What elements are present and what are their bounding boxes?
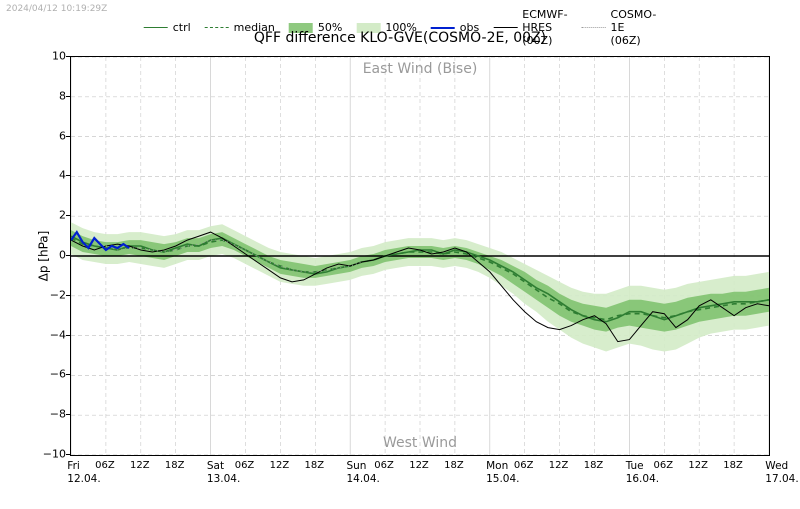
x-minor-label: 18Z — [723, 460, 743, 471]
render-timestamp: 2024/04/12 10:19:29Z — [6, 4, 107, 14]
x-minor-label: 18Z — [444, 460, 464, 471]
y-tick-label: −2 — [36, 288, 66, 301]
y-tick — [66, 295, 70, 296]
y-tick — [66, 454, 70, 455]
y-tick-label: −8 — [36, 408, 66, 421]
y-tick — [66, 414, 70, 415]
y-tick-label: 0 — [36, 249, 66, 262]
y-tick-label: −6 — [36, 368, 66, 381]
x-minor-label: 12Z — [549, 460, 569, 471]
y-tick — [66, 374, 70, 375]
x-major-label: Wed 17.04. — [765, 460, 798, 485]
y-tick — [66, 136, 70, 137]
x-minor-label: 18Z — [165, 460, 185, 471]
y-tick — [66, 255, 70, 256]
y-tick-label: 8 — [36, 89, 66, 102]
y-tick — [66, 215, 70, 216]
x-minor-label: 12Z — [270, 460, 290, 471]
y-tick-label: 2 — [36, 209, 66, 222]
y-tick — [66, 175, 70, 176]
y-tick — [66, 335, 70, 336]
legend-label: COSMO-1E (06Z) — [611, 8, 657, 47]
y-tick — [66, 96, 70, 97]
legend-swatch — [205, 22, 229, 34]
y-tick — [66, 56, 70, 57]
y-tick-label: 4 — [36, 169, 66, 182]
legend-swatch — [582, 22, 606, 34]
legend-item: ctrl — [144, 21, 191, 34]
plot-svg — [71, 57, 769, 455]
legend-item: COSMO-1E (06Z) — [582, 8, 657, 47]
x-minor-label: 06Z — [95, 460, 115, 471]
legend-label: ctrl — [173, 21, 191, 34]
y-tick-label: −10 — [36, 448, 66, 461]
x-minor-label: 06Z — [374, 460, 394, 471]
y-tick-label: −4 — [36, 328, 66, 341]
x-minor-label: 18Z — [305, 460, 325, 471]
plot-area: East Wind (Bise) West Wind — [70, 56, 770, 456]
x-minor-label: 12Z — [130, 460, 150, 471]
x-minor-label: 06Z — [514, 460, 534, 471]
x-minor-label: 06Z — [654, 460, 674, 471]
x-minor-label: 12Z — [409, 460, 429, 471]
x-minor-label: 06Z — [235, 460, 255, 471]
y-tick-label: 10 — [36, 50, 66, 63]
y-tick-label: 6 — [36, 129, 66, 142]
x-minor-label: 12Z — [688, 460, 708, 471]
annotation-east-wind: East Wind (Bise) — [363, 61, 478, 77]
legend-swatch — [144, 22, 168, 34]
x-minor-label: 18Z — [584, 460, 604, 471]
annotation-west-wind: West Wind — [383, 435, 457, 451]
chart-title: QFF difference KLO-GVE(COSMO-2E, 00Z) — [254, 30, 546, 46]
